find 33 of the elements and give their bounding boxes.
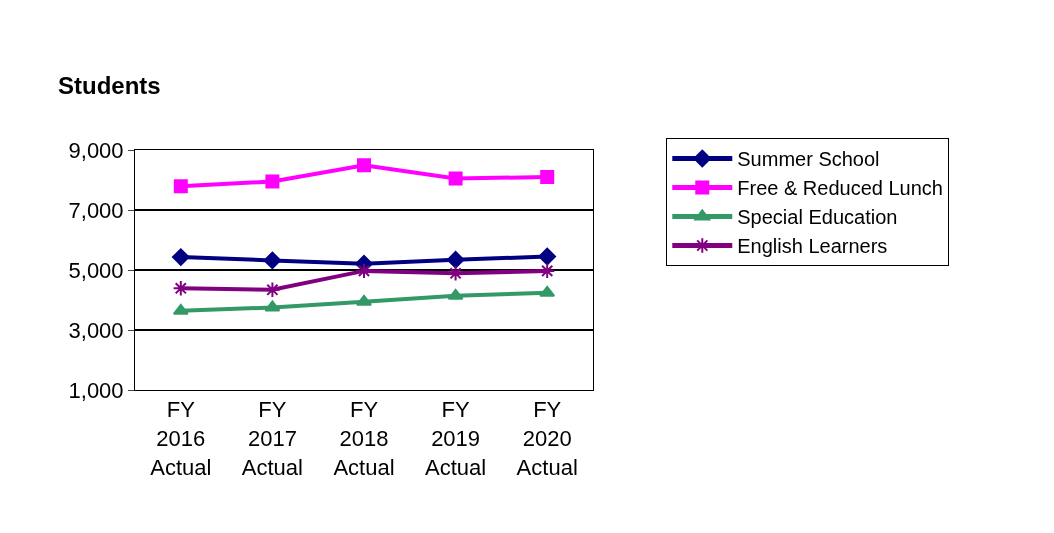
point: [540, 170, 555, 184]
point: [172, 248, 190, 266]
y-tick-label: 3,000: [68, 317, 124, 343]
point: [447, 265, 464, 282]
y-tick-label: 9,000: [68, 137, 124, 163]
y-tick-label: 7,000: [68, 197, 124, 223]
y-tick-label: 5,000: [68, 257, 124, 283]
legend-label: English Learners: [737, 235, 888, 258]
point: [447, 288, 464, 300]
legend-label: Summer School: [737, 148, 880, 171]
x-tick-label: FY 2016 Actual: [150, 397, 212, 480]
chart-title: Students: [57, 71, 161, 99]
point: [264, 300, 281, 312]
point: [357, 158, 371, 173]
x-tick-label: FY 2020 Actual: [516, 397, 578, 480]
point: [446, 251, 465, 269]
point: [172, 280, 189, 297]
x-tick-label: FY 2017 Actual: [241, 397, 303, 480]
point: [173, 179, 188, 194]
point: [356, 294, 372, 306]
legend-label: Special Education: [737, 206, 898, 229]
point: [265, 174, 280, 189]
point: [538, 247, 556, 266]
point: [539, 262, 556, 280]
y-tick-label: 1,000: [68, 377, 124, 403]
point: [264, 281, 281, 298]
legend-label: Free & Reduced Lunch: [737, 177, 943, 200]
x-tick-label: FY 2019 Actual: [425, 397, 487, 480]
point: [172, 303, 189, 315]
x-tick-label: FY 2018 Actual: [333, 397, 395, 480]
point: [448, 171, 463, 186]
point: [263, 251, 282, 270]
point: [539, 285, 556, 297]
